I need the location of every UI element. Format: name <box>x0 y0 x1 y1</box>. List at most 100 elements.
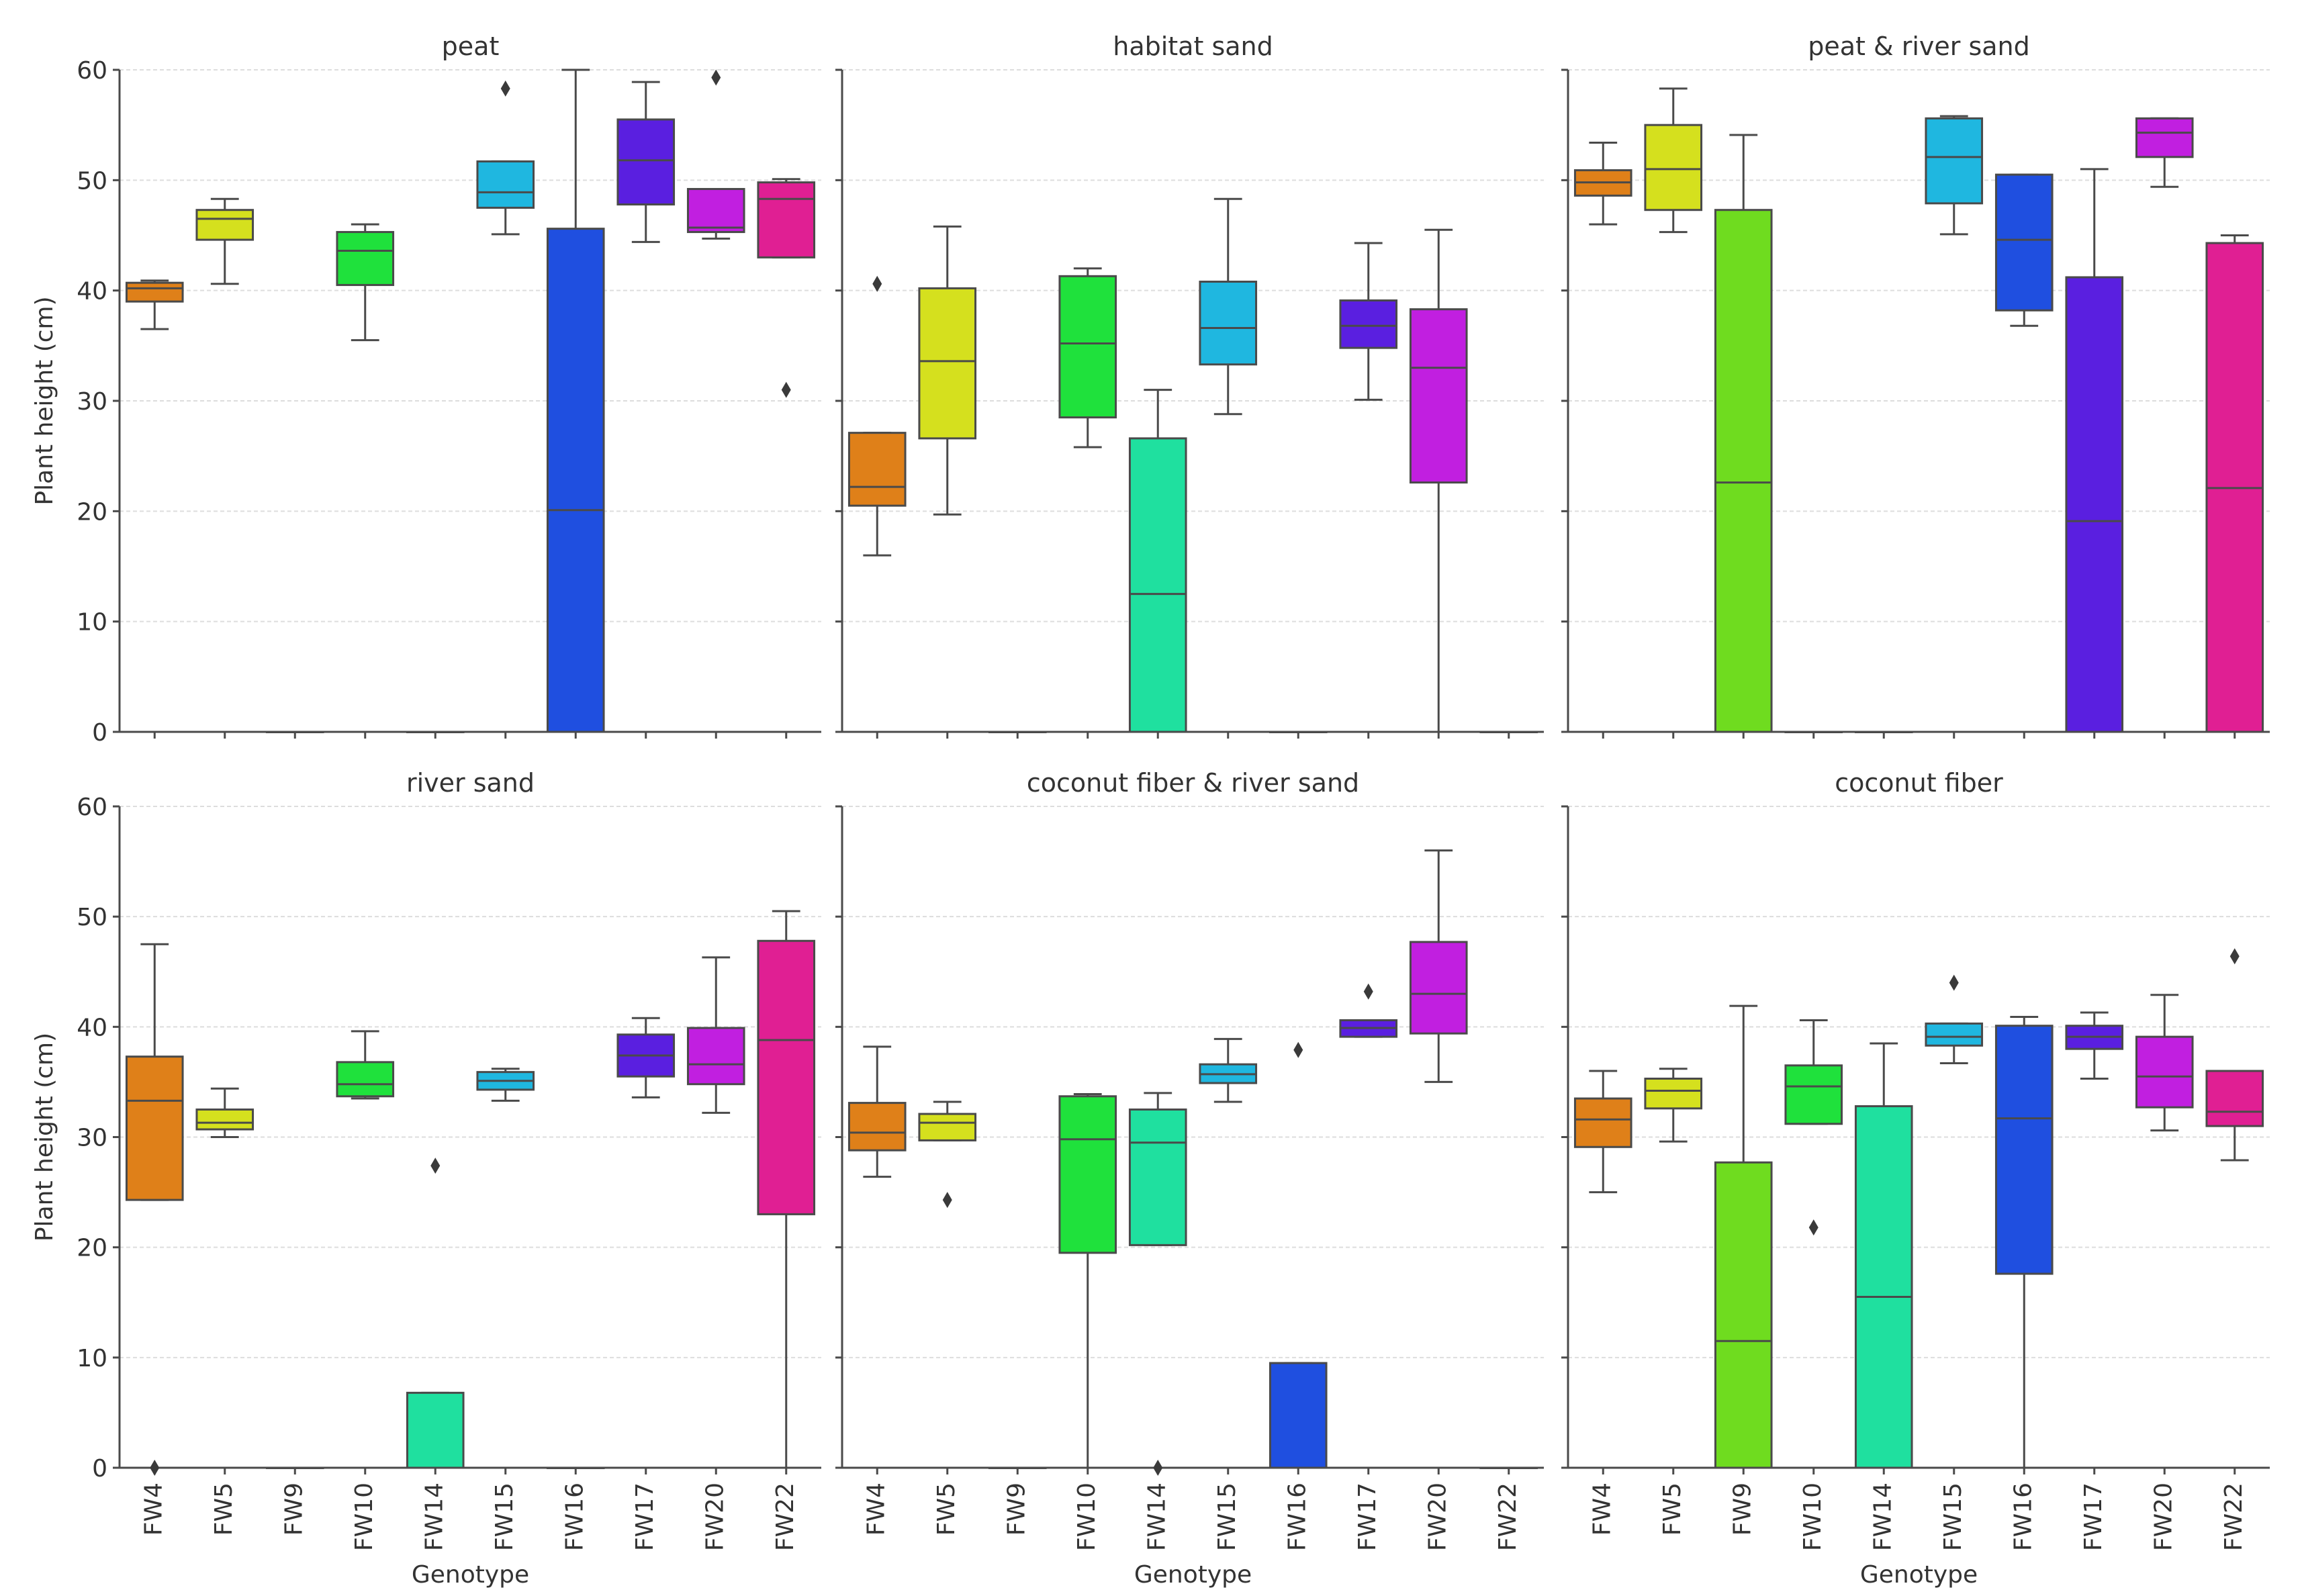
box-iqr <box>1644 124 1703 212</box>
box-iqr <box>757 181 816 259</box>
box-FW17 <box>616 1017 676 1098</box>
panel-title: coconut fiber & river sand <box>1027 768 1359 798</box>
box-FW5 <box>195 197 255 285</box>
x-tick-label: FW9 <box>280 1483 308 1536</box>
box-FW4 <box>125 279 184 330</box>
outlier-point <box>1363 983 1373 1000</box>
outlier-point <box>430 1158 441 1174</box>
outlier-point <box>1949 974 1959 991</box>
box-iqr <box>1714 209 1773 733</box>
x-tick-label: FW22 <box>1494 1483 1522 1551</box>
box-FW14 <box>1854 1042 1913 1469</box>
outlier-point <box>872 275 882 292</box>
box-iqr <box>1925 1022 1984 1047</box>
box-FW15 <box>1199 1037 1258 1103</box>
box-FW14 <box>406 731 465 733</box>
box-FW14 <box>1128 389 1187 733</box>
x-tick-label: FW10 <box>1073 1483 1101 1551</box>
box-iqr <box>1409 941 1468 1035</box>
box-FW16 <box>1269 731 1328 733</box>
box-iqr <box>1714 1161 1773 1469</box>
panel-title: coconut fiber <box>1835 768 2003 798</box>
y-axis-label: Plant height (cm) <box>31 1033 58 1241</box>
box-FW9 <box>988 731 1047 733</box>
box-FW5 <box>195 1087 255 1138</box>
box-FW5 <box>1644 1068 1703 1143</box>
box-FW4 <box>125 943 184 1476</box>
y-tick-label: 10 <box>77 609 107 637</box>
box-iqr <box>195 209 255 241</box>
x-axis-label: Genotype <box>1134 1561 1252 1589</box>
x-tick-label: FW22 <box>772 1483 799 1551</box>
box-FW10 <box>1784 731 1843 733</box>
box-iqr <box>2065 276 2124 733</box>
x-tick-label: FW4 <box>140 1483 167 1536</box>
box-FW15 <box>1925 115 1984 236</box>
panel-peat: peat 0 10 20 30 40 50 60 Plant height (cm) <box>31 32 821 747</box>
box-FW20 <box>686 956 745 1114</box>
box-FW4 <box>1573 1070 1632 1194</box>
panel-river-sand: river sand 0 10 20 30 40 50 60 Plant height (cm)… <box>31 768 821 1589</box>
box-FW22 <box>757 178 816 398</box>
box-iqr <box>1784 1064 1843 1125</box>
x-tick-label: FW17 <box>631 1483 659 1551</box>
box-iqr <box>546 228 605 733</box>
box-iqr <box>1339 299 1398 349</box>
x-tick-label: FW14 <box>1869 1483 1896 1551</box>
outlier-point <box>1808 1219 1818 1236</box>
box-FW16 <box>546 68 605 733</box>
outlier-point <box>150 1460 160 1476</box>
box-FW17 <box>1339 242 1398 401</box>
outlier-point <box>711 69 721 86</box>
box-iqr <box>476 160 535 209</box>
y-tick-label: 10 <box>77 1345 107 1372</box>
x-tick-label: FW4 <box>862 1483 890 1536</box>
x-tick-label: FW5 <box>210 1483 238 1536</box>
x-tick-label: FW5 <box>933 1483 960 1536</box>
box-FW22 <box>1479 731 1538 733</box>
box-iqr <box>1199 281 1258 366</box>
box-iqr <box>1925 117 1984 205</box>
box-FW15 <box>476 80 535 236</box>
box-iqr <box>1128 1108 1187 1246</box>
box-FW4 <box>1573 141 1632 226</box>
x-tick-label: FW20 <box>701 1483 729 1551</box>
box-FW10 <box>1058 1092 1117 1469</box>
x-axis-label: Genotype <box>1860 1561 1978 1589</box>
box-iqr <box>757 939 816 1215</box>
y-tick-label: 50 <box>77 167 107 195</box>
outlier-point <box>942 1192 952 1209</box>
box-iqr <box>336 231 395 286</box>
box-FW20 <box>2135 117 2194 188</box>
x-tick-label: FW14 <box>1143 1483 1170 1551</box>
box-iqr <box>1994 1025 2054 1275</box>
x-tick-label: FW17 <box>2080 1483 2107 1551</box>
x-tick-label: FW9 <box>1003 1483 1030 1536</box>
box-iqr <box>616 118 676 205</box>
box-FW16 <box>1269 1041 1328 1469</box>
box-FW20 <box>1409 228 1468 733</box>
box-FW10 <box>336 1030 395 1100</box>
box-FW10 <box>336 223 395 342</box>
x-tick-label: FW9 <box>1729 1483 1756 1536</box>
box-FW14 <box>1854 731 1913 733</box>
y-tick-label: 40 <box>77 278 107 306</box>
box-iqr <box>847 432 907 507</box>
box-iqr <box>1128 437 1187 733</box>
box-iqr <box>1269 1362 1328 1469</box>
y-tick-label: 50 <box>77 904 107 931</box>
box-FW10 <box>1058 267 1117 449</box>
box-iqr <box>686 187 745 234</box>
box-iqr <box>406 1391 465 1469</box>
box-FW9 <box>1714 1004 1773 1469</box>
box-iqr <box>1994 173 2054 312</box>
x-tick-label: FW14 <box>420 1483 448 1551</box>
x-tick-label: FW16 <box>1283 1483 1311 1551</box>
outlier-point <box>1153 1460 1163 1476</box>
box-FW22 <box>2205 948 2264 1162</box>
panel-coconut-fiber-river-sand: coconut fiber & river sand FW4 FW5 FW9 FW10 F… <box>835 768 1544 1589</box>
box-FW16 <box>1994 173 2054 327</box>
y-tick-label: 30 <box>77 1125 107 1152</box>
box-iqr <box>1409 308 1468 484</box>
x-tick-label: FW22 <box>2220 1483 2248 1551</box>
